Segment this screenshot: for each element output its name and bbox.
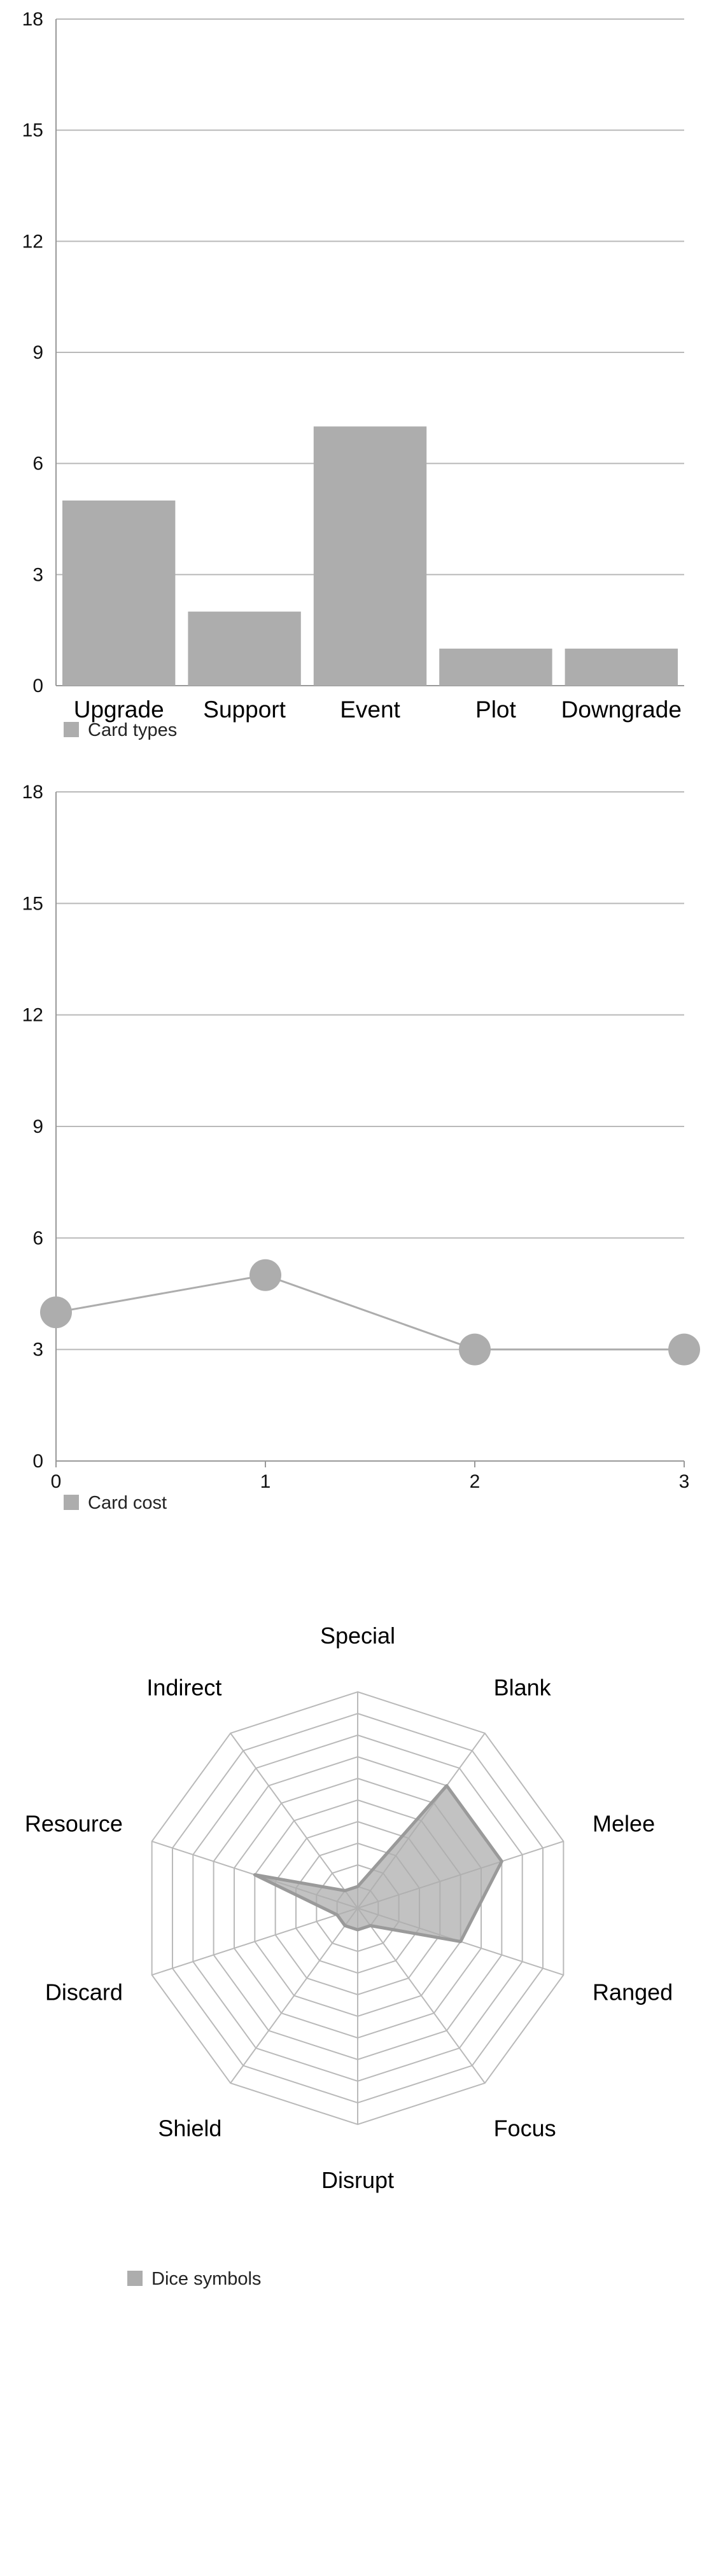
bar-downgrade [565,648,678,686]
bar-event [313,426,427,686]
bar-upgrade [62,500,176,686]
y-tick-label: 18 [22,782,43,803]
x-tick-label: 0 [51,1471,62,1492]
legend-label: Card types [88,720,177,740]
radar-axis-label: Focus [494,2115,556,2141]
radar-chart: Special Blank Melee Ranged Focus Disrupt Shiel… [25,1623,673,2289]
radar-spoke [230,1733,358,1909]
radar-axis-label: Ranged [593,1979,673,2005]
y-tick-label: 0 [32,1451,43,1472]
radar-axis-label: Special [320,1623,395,1649]
radar-area [253,1783,503,1944]
y-tick-label: 12 [22,231,43,252]
radar-axis-label: Melee [593,1811,655,1837]
y-tick-label: 18 [22,9,43,30]
radar-axis-label: Shield [158,2115,221,2141]
y-tick-label: 9 [32,342,43,363]
radar-spoke [357,1908,486,2084]
radar-axis-label: Resource [25,1811,123,1837]
x-tick-label: 1 [260,1471,271,1492]
legend-swatch [64,1495,79,1510]
x-tick-label: 3 [679,1471,690,1492]
y-tick-label: 3 [32,1340,43,1361]
y-tick-label: 15 [22,893,43,914]
bar-chart: 0 3 6 9 12 15 18 Upgrade Support Event Plot Downgra… [22,9,684,740]
bar-plot [439,648,552,686]
x-category-label: Event [340,696,400,723]
legend-label: Dice symbols [151,2269,261,2289]
y-tick-label: 9 [32,1116,43,1137]
y-tick-label: 0 [32,675,43,696]
bar-support [188,611,301,686]
y-tick-label: 6 [32,454,43,474]
x-category-label: Plot [475,696,516,723]
x-tick-label: 2 [470,1471,481,1492]
radar-spoke [230,1908,358,2084]
x-category-label: Upgrade [74,696,164,723]
radar-axis-label: Discard [45,1979,123,2005]
legend-swatch [64,722,79,737]
data-point [668,1333,700,1366]
y-tick-label: 3 [32,564,43,585]
data-point [249,1259,281,1291]
y-tick-label: 6 [32,1228,43,1249]
radar-spoke [151,1908,358,1976]
data-point [459,1333,491,1366]
legend-swatch [127,2271,143,2286]
radar-axis-label: Blank [494,1675,552,1701]
y-tick-label: 15 [22,120,43,141]
legend-label: Card cost [88,1493,167,1513]
radar-axis-label: Disrupt [321,2167,394,2193]
y-tick-label: 12 [22,1005,43,1026]
data-point [40,1296,72,1329]
series-line [55,1274,684,1351]
radar-axis-label: Indirect [146,1675,221,1701]
x-category-label: Downgrade [561,696,682,723]
x-category-label: Support [203,696,286,723]
